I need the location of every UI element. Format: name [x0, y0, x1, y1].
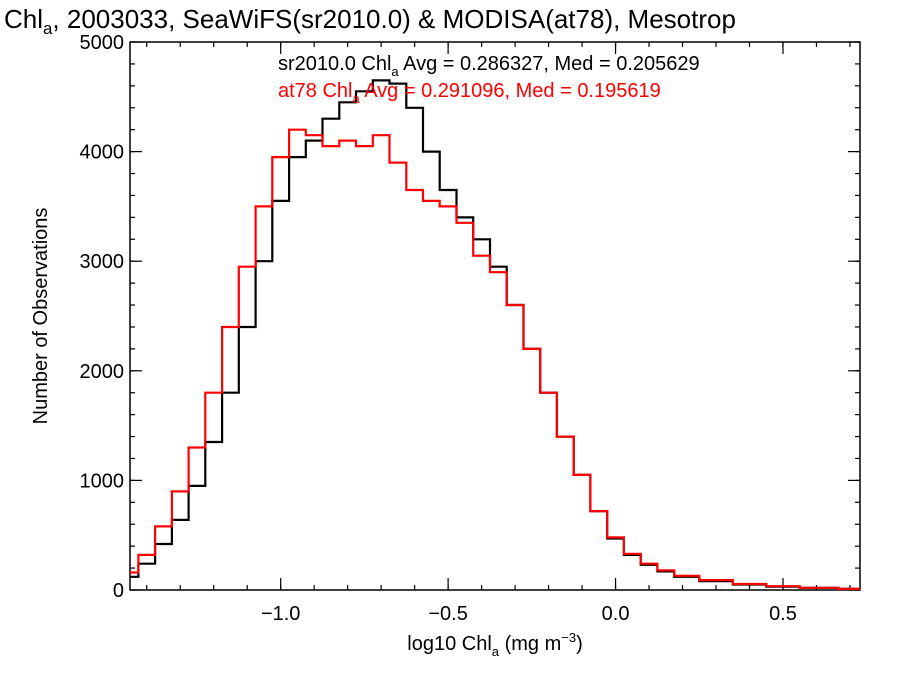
x-axis: −1.0 −0.5 0.0 0.5 [146, 42, 851, 625]
x-tick-label: −0.5 [428, 603, 467, 625]
y-tick-label: 2000 [80, 361, 125, 383]
y-tick-label: 4000 [80, 142, 125, 164]
x-tick-label: 0.0 [602, 603, 630, 625]
y-tick-label: 1000 [80, 470, 125, 492]
x-tick-label: −1.0 [261, 603, 300, 625]
series-group [130, 79, 860, 590]
y-tick-label: 0 [113, 580, 124, 602]
y-tick-label: 5000 [80, 32, 125, 54]
chart-title: Chla, 2003033, SeaWiFS(sr2010.0) & MODIS… [4, 4, 736, 38]
x-axis-title: log10 Chla (mg m−3) [407, 630, 582, 659]
series-line-sr2010.0 [130, 79, 860, 590]
plot-frame [129, 41, 861, 591]
legend-at78: at78 Chla Avg = 0.291096, Med = 0.195619 [278, 80, 661, 106]
legend-sr2010: sr2010.0 Chla Avg = 0.286327, Med = 0.20… [278, 53, 700, 79]
series-line-at78 [130, 128, 860, 590]
y-tick-label: 3000 [80, 251, 125, 273]
x-tick-label: 0.5 [769, 603, 797, 625]
y-axis: 0 1000 2000 3000 4000 5000 [80, 32, 860, 602]
y-axis-title: Number of Observations [30, 208, 52, 425]
